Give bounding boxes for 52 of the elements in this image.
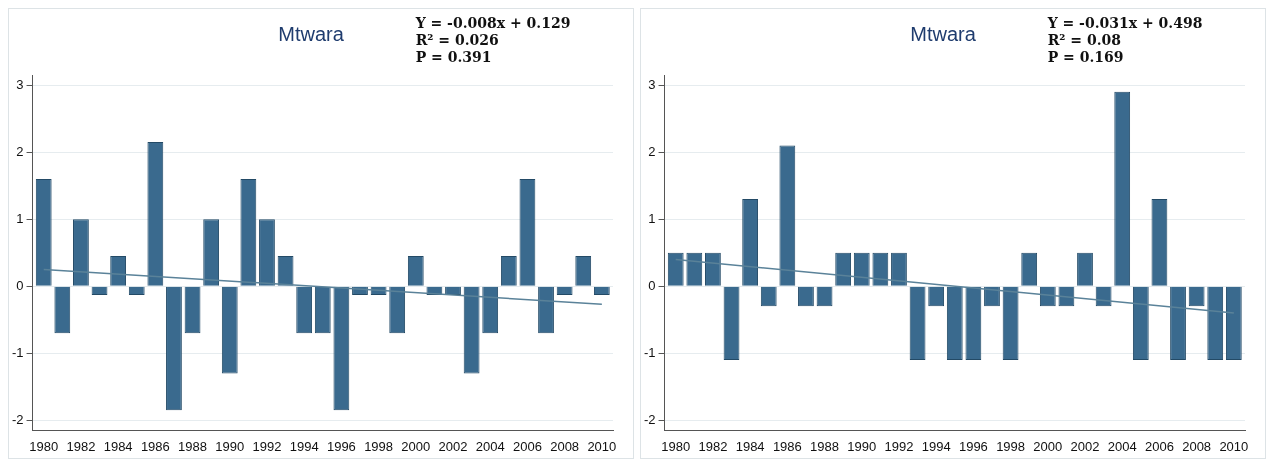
y-tick-label: 1 <box>648 210 656 226</box>
x-tick-label: 1992 <box>252 438 282 454</box>
x-tick-label: 1982 <box>698 438 728 454</box>
text: P = 0.391 <box>415 48 492 65</box>
x-tick-label: 1994 <box>921 438 951 454</box>
x-tick-label: 1980 <box>29 438 59 454</box>
y-tick-label: 2 <box>16 143 24 159</box>
x-tick-label: 2010 <box>1219 438 1249 454</box>
chart-title: Mtwara <box>910 22 977 45</box>
x-tick-label: 1986 <box>140 438 170 454</box>
y-tick-label: 0 <box>648 277 656 293</box>
x-tick-label: 1988 <box>178 438 208 454</box>
x-tick-label: 1988 <box>810 438 840 454</box>
x-tick-label: 2006 <box>1144 438 1174 454</box>
text: Y = -0.031x + 0.498 <box>1046 14 1203 31</box>
x-tick-label: 1996 <box>326 438 356 454</box>
text: Y = -0.008x + 0.129 <box>414 14 571 31</box>
x-tick-label: 1982 <box>66 438 96 454</box>
x-tick-label: 2002 <box>1070 438 1100 454</box>
chart-title: Mtwara <box>278 22 345 45</box>
y-tick-label: 0 <box>16 277 24 293</box>
x-tick-label: 1990 <box>847 438 877 454</box>
x-tick-label: 1984 <box>103 438 133 454</box>
y-tick-label: -2 <box>12 411 24 427</box>
x-tick-label: 2000 <box>1033 438 1063 454</box>
y-tick-label: 1 <box>16 210 24 226</box>
x-tick-label: 1996 <box>958 438 988 454</box>
text: R² = 0.08 <box>1047 31 1121 48</box>
text: P = 0.169 <box>1047 48 1124 65</box>
x-tick-label: 1998 <box>364 438 394 454</box>
x-tick-label: 1994 <box>289 438 319 454</box>
y-tick-label: -1 <box>12 344 24 360</box>
x-tick-label: 2006 <box>512 438 542 454</box>
x-tick-label: 1998 <box>996 438 1026 454</box>
x-tick-label: 2000 <box>401 438 431 454</box>
x-tick-label: 2008 <box>550 438 580 454</box>
x-tick-label: 2010 <box>587 438 617 454</box>
y-tick-label: 3 <box>16 76 24 92</box>
y-tick-label: -1 <box>644 344 656 360</box>
x-tick-label: 1984 <box>735 438 765 454</box>
x-tick-label: 1990 <box>215 438 245 454</box>
y-tick-label: 3 <box>648 76 656 92</box>
x-tick-label: 1980 <box>661 438 691 454</box>
text: R² = 0.026 <box>415 31 499 48</box>
x-tick-label: 1992 <box>884 438 914 454</box>
x-tick-label: 2008 <box>1182 438 1212 454</box>
x-tick-label: 2004 <box>1107 438 1137 454</box>
x-tick-label: 2002 <box>438 438 468 454</box>
x-tick-label: 1986 <box>772 438 802 454</box>
y-tick-label: 2 <box>648 143 656 159</box>
y-tick-label: -2 <box>644 411 656 427</box>
x-tick-label: 2004 <box>475 438 505 454</box>
